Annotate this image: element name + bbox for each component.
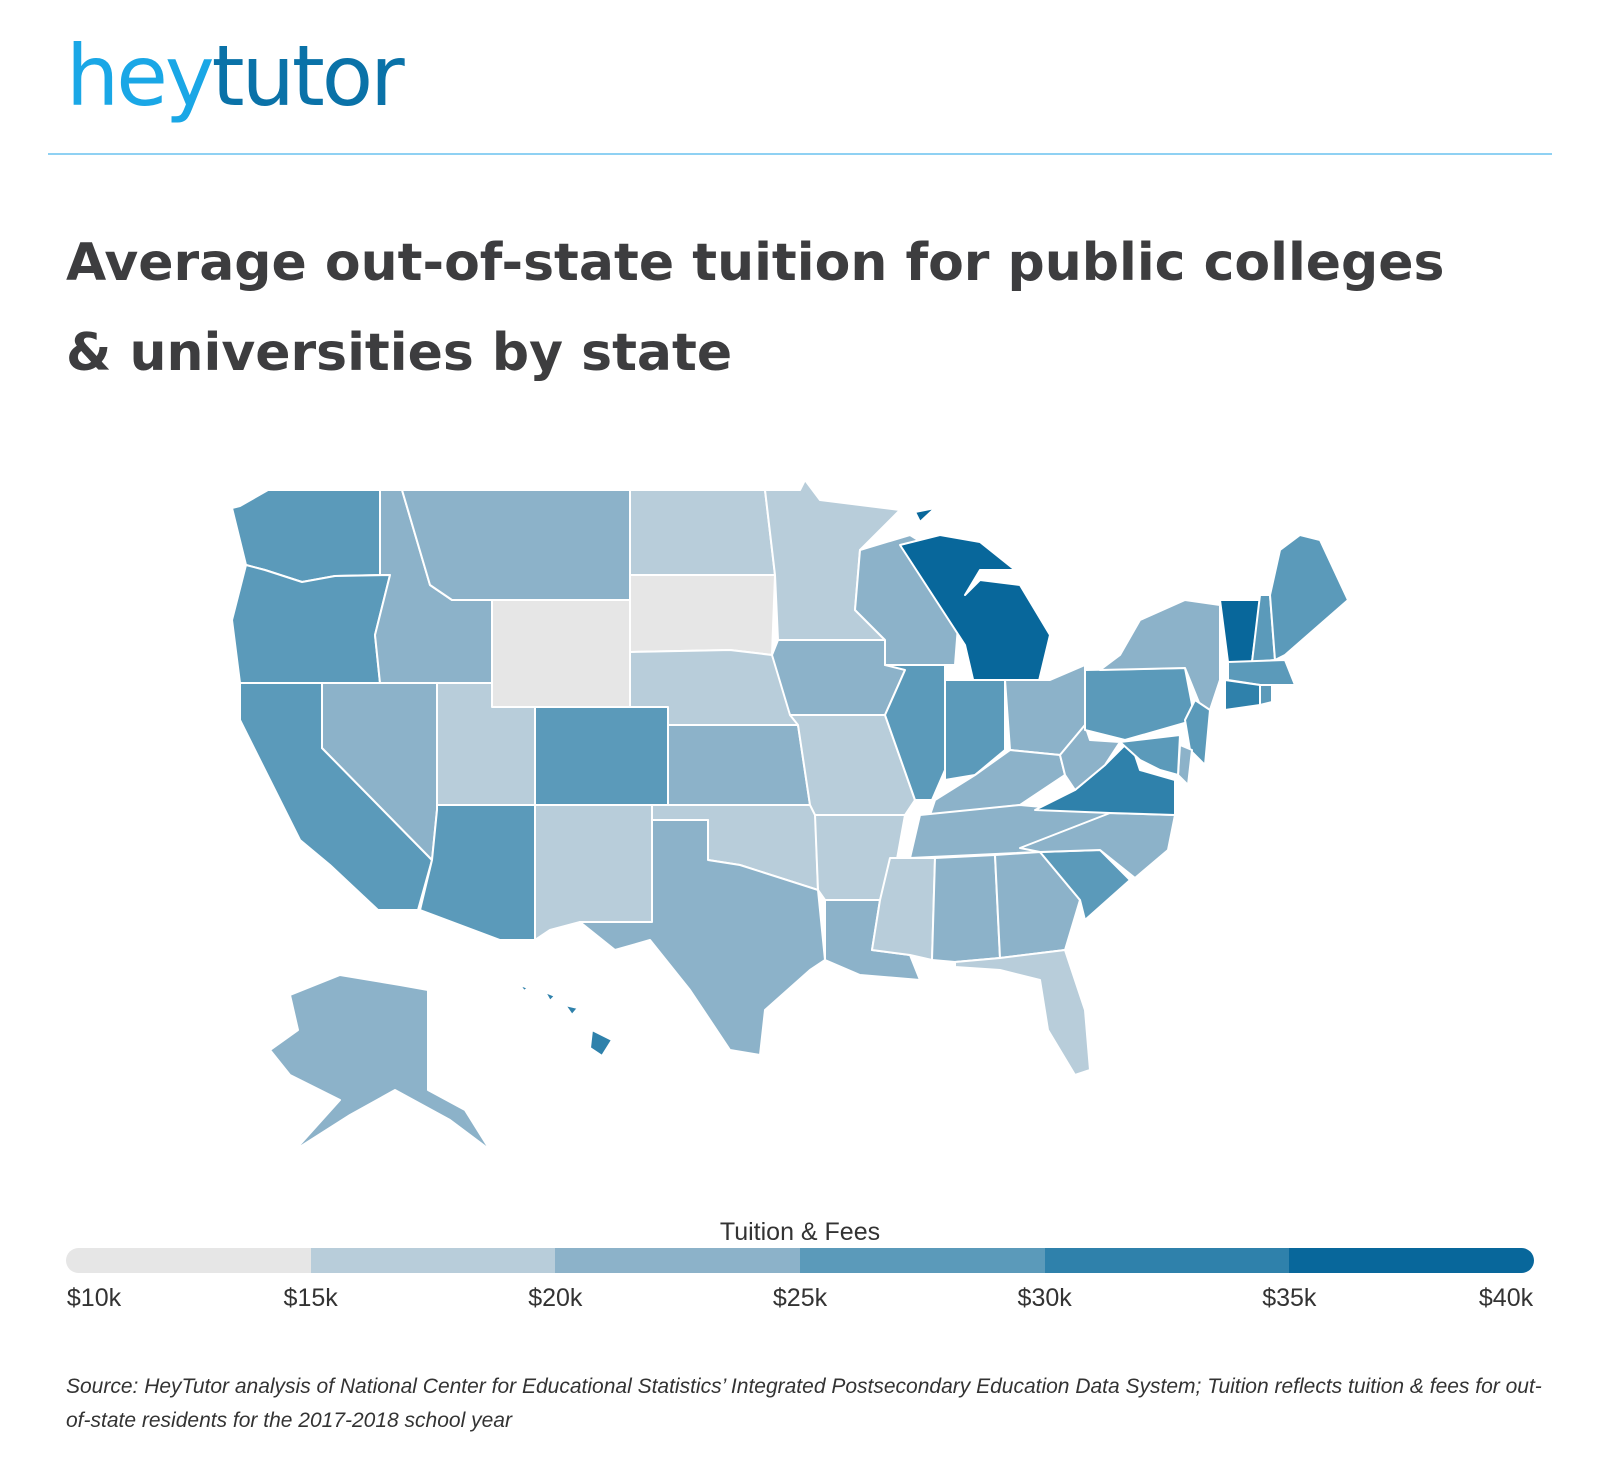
state-ak[interactable] bbox=[269, 974, 491, 1151]
legend-tick-label: $20k bbox=[528, 1284, 583, 1312]
state-co[interactable] bbox=[534, 706, 669, 806]
legend-tick-label: $30k bbox=[1017, 1284, 1072, 1312]
logo-hey: hey bbox=[66, 27, 215, 125]
state-ga[interactable] bbox=[994, 851, 1081, 959]
legend-segment-2 bbox=[310, 1248, 556, 1273]
chart-title: Average out-of-state tuition for public … bbox=[66, 233, 1445, 383]
us-choropleth-map bbox=[220, 470, 1400, 1170]
map-svg bbox=[231, 479, 1349, 1151]
state-mt[interactable] bbox=[401, 489, 631, 601]
legend-tick-label: $40k bbox=[1478, 1284, 1534, 1312]
state-az[interactable] bbox=[419, 804, 536, 941]
state-tx[interactable] bbox=[579, 819, 826, 1056]
legend-segment-4 bbox=[800, 1248, 1045, 1273]
state-al[interactable] bbox=[931, 854, 1001, 963]
state-nd[interactable] bbox=[629, 489, 776, 576]
state-ma[interactable] bbox=[1227, 659, 1296, 686]
legend-tick-label: $10k bbox=[66, 1284, 122, 1312]
state-fl[interactable] bbox=[954, 949, 1091, 1076]
state-ri[interactable] bbox=[1259, 684, 1273, 706]
state-ct[interactable] bbox=[1224, 679, 1261, 711]
legend-segment-6 bbox=[1289, 1248, 1534, 1273]
legend-title: Tuition & Fees bbox=[719, 1218, 881, 1246]
legend-tick-label: $15k bbox=[283, 1284, 338, 1312]
state-sd[interactable] bbox=[629, 574, 776, 656]
legend-color-bar bbox=[66, 1248, 1534, 1273]
state-md[interactable] bbox=[1119, 734, 1181, 776]
state-me[interactable] bbox=[1269, 534, 1349, 661]
state-hi[interactable] bbox=[519, 984, 613, 1057]
state-ks[interactable] bbox=[667, 724, 811, 806]
legend-segment-3 bbox=[555, 1248, 801, 1273]
state-pa[interactable] bbox=[1084, 667, 1196, 741]
source-note: Source: HeyTutor analysis of National Ce… bbox=[66, 1375, 1542, 1432]
heytutor-logo: heytutor bbox=[66, 34, 405, 118]
legend-segment-5 bbox=[1044, 1248, 1290, 1273]
state-wy[interactable] bbox=[491, 599, 631, 708]
state-or[interactable] bbox=[231, 564, 391, 684]
legend-segment-1 bbox=[66, 1248, 311, 1273]
legend-tick-label: $25k bbox=[772, 1284, 828, 1312]
legend-tick-label: $35k bbox=[1262, 1284, 1317, 1312]
state-in[interactable] bbox=[944, 679, 1006, 781]
state-ny[interactable] bbox=[1099, 599, 1221, 711]
header-divider bbox=[48, 153, 1552, 155]
logo-tutor: tutor bbox=[211, 27, 405, 125]
state-nm[interactable] bbox=[534, 804, 653, 941]
